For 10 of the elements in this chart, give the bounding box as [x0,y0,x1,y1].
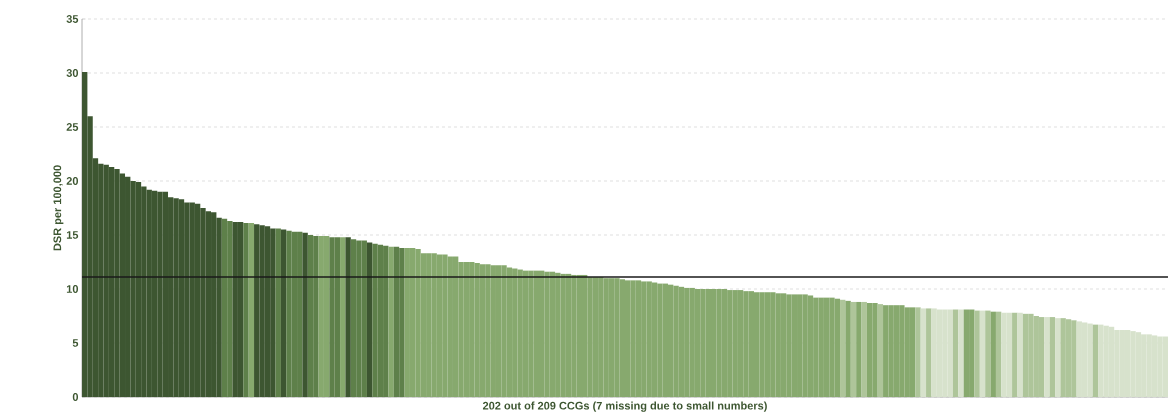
y-tick-label: 20 [66,177,79,185]
y-axis-title: DSR per 100,000 [53,165,64,251]
y-tick-label: 35 [66,15,79,23]
y-tick-label: 25 [66,123,79,131]
x-axis-title: 202 out of 209 CCGs (7 missing due to small numbers) [482,401,767,412]
y-tick-label: 30 [66,69,79,77]
y-tick-label: 5 [72,339,79,347]
y-tick-label: 0 [72,393,79,401]
y-tick-label: 15 [66,231,79,239]
y-tick-label: 10 [66,285,79,293]
